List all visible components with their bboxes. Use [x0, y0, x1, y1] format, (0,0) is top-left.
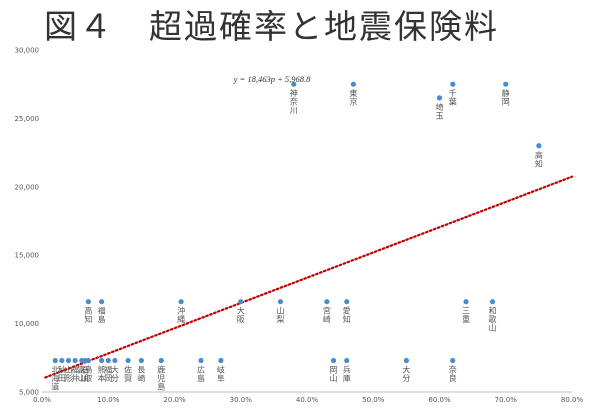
point-label: 岐阜	[217, 365, 225, 384]
data-point	[436, 95, 443, 101]
point-label: 山形	[65, 365, 73, 384]
data-point	[344, 299, 350, 305]
data-point	[463, 299, 469, 305]
y-tick-label: 25,000	[15, 115, 40, 123]
data-point	[99, 299, 105, 305]
point-label: 秋田	[58, 365, 66, 384]
points-group: 北海道秋田山形福井富山石川鳥取熊本福岡大分佐賀長崎鹿児島高知福島沖縄広島岐阜大阪…	[51, 81, 543, 392]
x-tick-label: 10.0%	[97, 396, 120, 404]
point-label: 和歌山	[489, 307, 497, 333]
data-point	[218, 357, 224, 364]
y-tick-label: 10,000	[15, 320, 40, 328]
data-point	[138, 357, 144, 364]
point-label: 佐賀	[124, 365, 132, 384]
data-point	[59, 357, 65, 364]
y-tick-label: 15,000	[15, 252, 40, 260]
axes-group: 5,000 10,000 15,000 20,000 25,000 30,000 0.0% 1…	[15, 47, 584, 405]
page-title: 図４ 超過確率と地震保険料	[44, 7, 499, 46]
point-label: 富山	[78, 365, 86, 384]
data-point	[330, 357, 337, 364]
point-label: 山梨	[277, 306, 285, 325]
data-point	[324, 299, 330, 305]
point-label: 神奈川	[290, 88, 298, 115]
point-label: 大阪	[237, 306, 245, 325]
trendline-equation: y = 18,463p + 5,968.8	[233, 74, 312, 84]
point-label: 福岡	[104, 366, 112, 384]
data-point	[503, 81, 509, 87]
y-tick-label: 20,000	[15, 183, 40, 191]
data-point	[85, 357, 91, 364]
x-tick-label: 30.0%	[230, 396, 253, 404]
point-label: 埼玉	[436, 102, 444, 121]
data-point	[238, 299, 244, 305]
point-label: 鹿児島	[157, 365, 165, 392]
data-point	[52, 357, 58, 364]
point-label: 千葉	[449, 88, 457, 107]
x-tick-label: 70.0%	[495, 396, 518, 404]
point-label: 高知	[535, 150, 543, 169]
x-tick-label: 20.0%	[163, 396, 186, 404]
data-point	[344, 357, 350, 364]
x-tick-label: 80.0%	[561, 396, 584, 404]
point-label: 熊本	[98, 365, 106, 384]
data-point	[105, 357, 111, 364]
data-point	[277, 299, 284, 305]
point-label: 大分	[402, 365, 410, 384]
data-point	[350, 81, 356, 87]
point-label: 岡山	[330, 366, 338, 384]
x-tick-label: 0.0%	[33, 396, 51, 404]
data-point	[489, 299, 496, 305]
point-label: 宮崎	[323, 306, 331, 325]
point-label: 愛知	[343, 306, 351, 325]
data-point	[65, 357, 72, 364]
point-label: 沖縄	[177, 306, 185, 325]
point-label: 石川	[81, 366, 89, 384]
data-point	[291, 81, 297, 87]
data-point	[85, 299, 91, 305]
x-tick-label: 60.0%	[428, 396, 451, 404]
data-point	[158, 357, 164, 364]
point-label: 三重	[462, 307, 470, 325]
point-label: 鳥取	[84, 365, 92, 384]
point-label: 福井	[71, 366, 79, 384]
data-point	[536, 143, 542, 149]
point-label: 長崎	[137, 366, 145, 384]
point-label: 広島	[197, 365, 205, 384]
point-label: 福島	[98, 307, 106, 325]
data-point	[72, 357, 78, 364]
point-label: 大分	[111, 365, 119, 384]
data-point	[450, 357, 456, 364]
data-point	[125, 357, 131, 364]
trendline	[44, 175, 574, 379]
data-point	[112, 357, 118, 364]
point-label: 奈良	[449, 365, 457, 384]
x-tick-label: 50.0%	[362, 396, 385, 404]
point-label: 北海道	[51, 366, 59, 392]
point-label: 兵庫	[343, 365, 351, 384]
data-point	[178, 299, 184, 305]
data-point	[99, 357, 105, 364]
x-tick-label: 40.0%	[296, 396, 319, 404]
trendline-group	[44, 175, 574, 379]
data-point	[403, 357, 409, 364]
y-tick-label: 30,000	[15, 47, 40, 55]
point-label: 高知	[84, 306, 92, 325]
point-label: 静岡	[502, 88, 510, 107]
y-tick-label: 5,000	[19, 389, 39, 397]
data-point	[450, 81, 456, 87]
data-point	[198, 357, 204, 364]
point-label: 東京	[349, 88, 357, 107]
